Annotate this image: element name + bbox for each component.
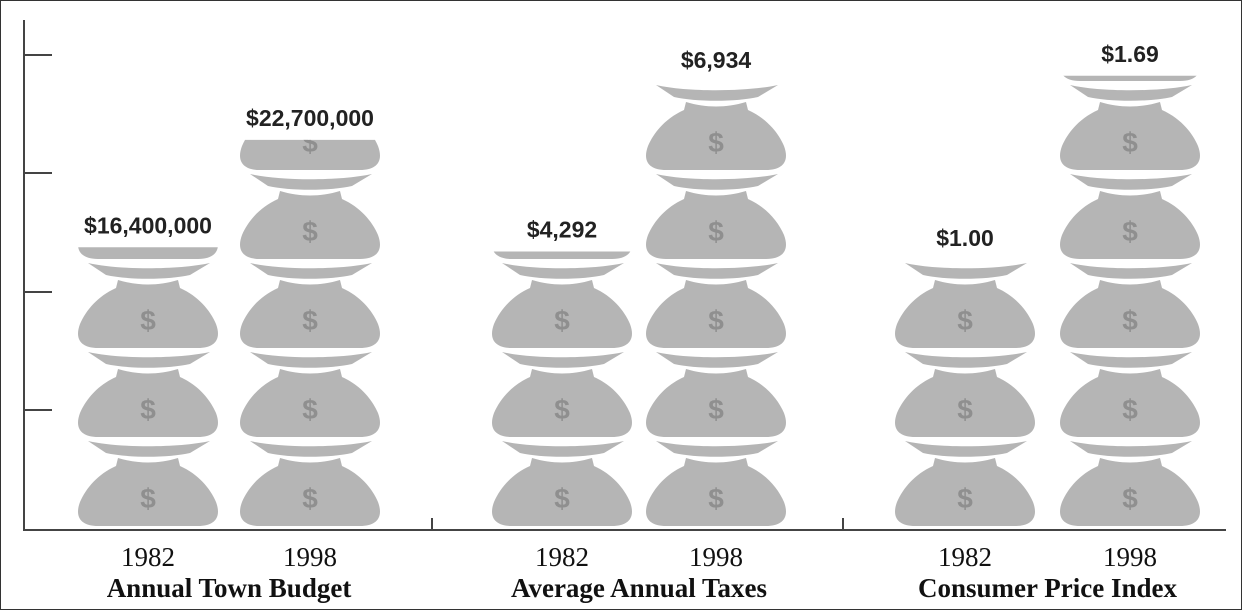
year-label: 1998 (689, 542, 743, 572)
money-bag (492, 352, 632, 437)
value-label: $6,934 (681, 47, 752, 73)
money-bag (646, 441, 786, 526)
money-bag (895, 352, 1035, 437)
bag-stack (646, 85, 786, 526)
year-label: 1982 (535, 542, 589, 572)
bag-stack (240, 139, 380, 526)
axes (23, 20, 1226, 531)
year-label: 1982 (938, 542, 992, 572)
money-bag (646, 85, 786, 170)
money-bag (1060, 263, 1200, 348)
money-bag (1060, 441, 1200, 526)
group-label: Annual Town Budget (107, 573, 352, 603)
group-label: Consumer Price Index (918, 573, 1177, 603)
bag-stack (895, 263, 1035, 526)
money-bag (646, 352, 786, 437)
value-label: $16,400,000 (84, 212, 212, 238)
value-label: $4,292 (527, 217, 597, 243)
money-bag (78, 352, 218, 437)
value-label: $22,700,000 (246, 105, 374, 131)
money-bag (1060, 352, 1200, 437)
money-bag (1060, 174, 1200, 259)
money-bag (646, 174, 786, 259)
money-bag (78, 441, 218, 526)
money-bag (646, 263, 786, 348)
group-label: Average Annual Taxes (511, 573, 767, 603)
money-bag (492, 263, 632, 348)
money-bag (240, 263, 380, 348)
value-label: $1.69 (1101, 41, 1159, 67)
year-label: 1998 (1103, 542, 1157, 572)
money-bag (895, 263, 1035, 348)
year-label: 1998 (283, 542, 337, 572)
money-bag (240, 441, 380, 526)
money-bag (240, 352, 380, 437)
value-label: $1.00 (936, 225, 994, 251)
bag-stack (1060, 75, 1200, 526)
money-bag (240, 174, 380, 259)
money-bag (895, 441, 1035, 526)
money-bag (78, 263, 218, 348)
money-bag (492, 441, 632, 526)
year-label: 1982 (121, 542, 175, 572)
money-bag (1060, 85, 1200, 170)
